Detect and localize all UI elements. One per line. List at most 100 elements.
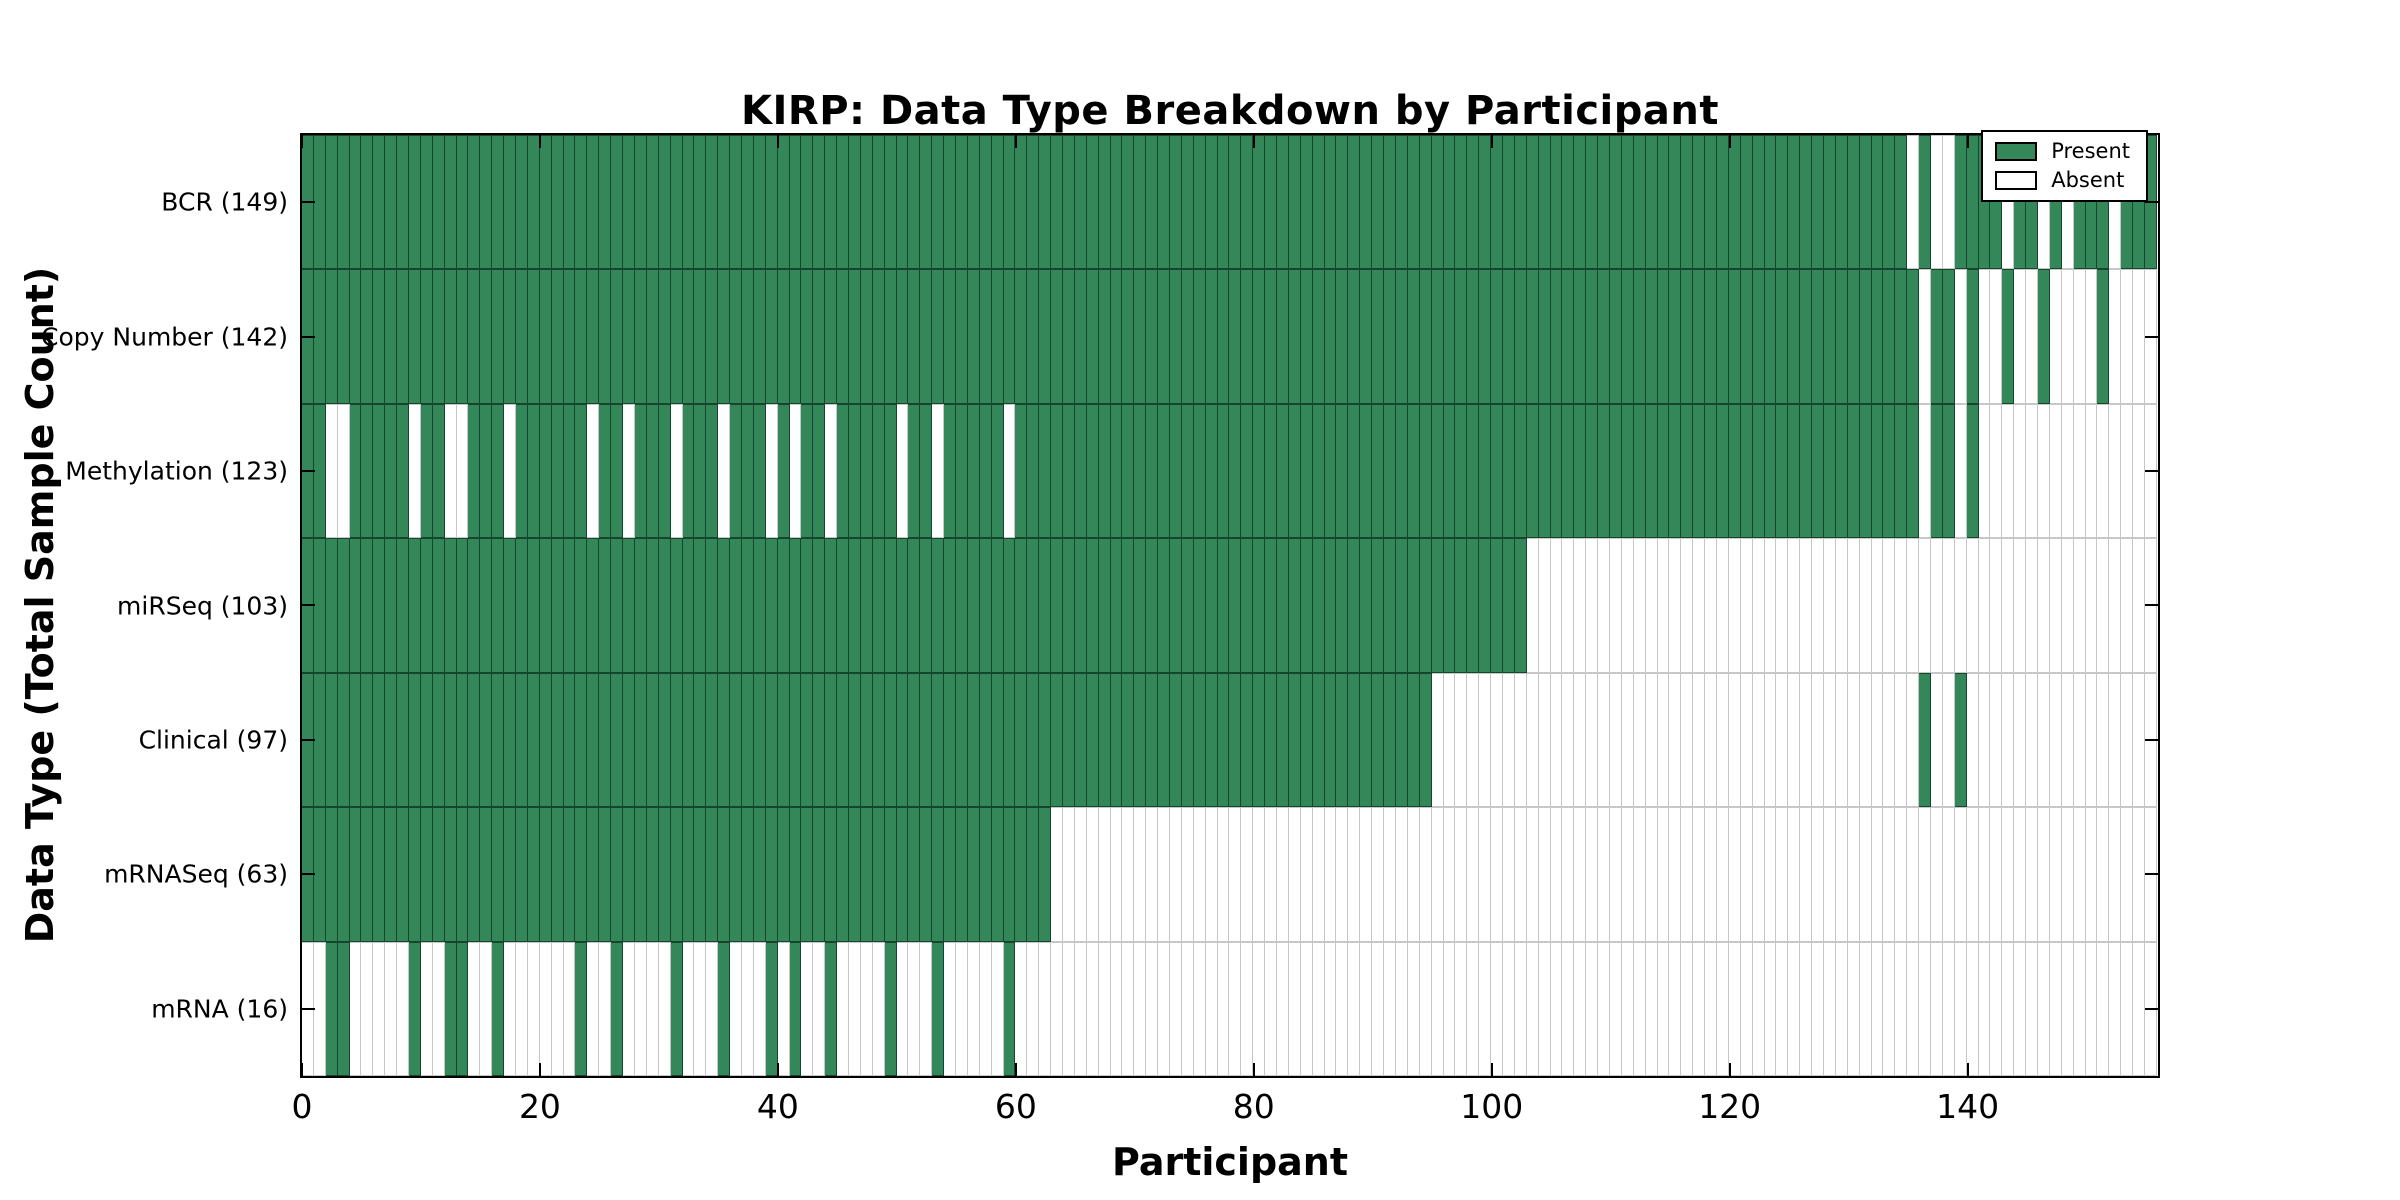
cell: [801, 269, 814, 404]
cell: [1015, 941, 1028, 1076]
cell: [979, 672, 992, 808]
cell: [2049, 807, 2062, 942]
cell: [2133, 538, 2146, 673]
cell: [349, 269, 362, 404]
cell: [1455, 807, 1468, 942]
cell: [765, 269, 778, 404]
cell: [1384, 403, 1396, 539]
cell: [2133, 269, 2146, 404]
cell: [468, 135, 481, 270]
cell: [860, 403, 873, 539]
cell: [730, 269, 742, 404]
cell: [1835, 403, 1848, 539]
cell: [1241, 538, 1254, 673]
cell: [420, 807, 433, 942]
cell: [1550, 538, 1563, 673]
cell: [884, 135, 897, 270]
x-tick-mark: [777, 1063, 779, 1076]
cell: [944, 538, 956, 673]
cell: [1491, 807, 1503, 942]
cell: [944, 135, 956, 270]
cell: [2014, 403, 2027, 539]
cell: [1324, 941, 1337, 1076]
cell: [2121, 941, 2134, 1076]
cell: [1193, 538, 1206, 673]
cell: [1633, 538, 1646, 673]
cell: [2038, 672, 2050, 808]
x-tick-mark: [539, 1063, 541, 1076]
cell: [1919, 538, 1932, 673]
cell: [2121, 269, 2134, 404]
cell: [813, 807, 826, 942]
cell: [599, 672, 612, 808]
cell: [587, 807, 600, 942]
cell: [2109, 269, 2122, 404]
cell: [872, 941, 885, 1076]
cell: [409, 672, 421, 808]
cell: [1526, 538, 1539, 673]
cell: [1253, 807, 1266, 942]
cell: [1990, 269, 2003, 404]
cell: [575, 403, 588, 539]
cell: [1859, 538, 1872, 673]
cell: [1776, 269, 1789, 404]
cell: [1146, 941, 1159, 1076]
cell: [2109, 403, 2122, 539]
cell: [1764, 538, 1777, 673]
cell: [1728, 135, 1741, 270]
cell: [623, 403, 635, 539]
cell: [741, 807, 754, 942]
cell: [1835, 941, 1848, 1076]
cell: [409, 538, 421, 673]
cell: [1942, 941, 1955, 1076]
cell: [1003, 269, 1016, 404]
cell: [1158, 269, 1171, 404]
cell: [480, 269, 493, 404]
cell: [2097, 269, 2110, 404]
cell: [1633, 269, 1646, 404]
cell: [1550, 403, 1563, 539]
cell: [1705, 269, 1717, 404]
cell: [1978, 941, 1991, 1076]
cell: [1395, 941, 1408, 1076]
cell: [1514, 941, 1527, 1076]
cell: [979, 403, 992, 539]
cell: [1835, 538, 1848, 673]
cell: [896, 672, 909, 808]
cell: [1812, 269, 1824, 404]
cell: [1205, 403, 1218, 539]
cell: [658, 807, 671, 942]
cell: [670, 538, 683, 673]
cell: [2133, 941, 2146, 1076]
cell: [2073, 672, 2086, 808]
x-tick-mark: [1253, 1063, 1255, 1076]
cell: [623, 135, 635, 270]
cell: [1728, 269, 1741, 404]
cell: [1740, 403, 1753, 539]
cell: [409, 807, 421, 942]
cell: [1407, 403, 1420, 539]
cell: [1277, 403, 1289, 539]
cell: [1847, 538, 1860, 673]
cell: [444, 672, 457, 808]
cell: [2097, 672, 2110, 808]
cell: [1407, 941, 1420, 1076]
cell: [1467, 941, 1480, 1076]
cell: [1562, 135, 1575, 270]
cell: [409, 403, 421, 539]
cell: [694, 403, 707, 539]
cell: [837, 538, 849, 673]
cell: [682, 403, 695, 539]
cell: [1598, 135, 1610, 270]
cell: [1752, 403, 1765, 539]
cell: [1229, 538, 1242, 673]
cell: [2049, 403, 2062, 539]
cell: [1491, 672, 1503, 808]
y-tick-label-miRSeq: miRSeq (103): [117, 591, 288, 620]
cell: [979, 269, 992, 404]
cell: [1586, 135, 1599, 270]
cell: [313, 807, 326, 942]
cell: [1919, 941, 1932, 1076]
cell: [492, 672, 505, 808]
cell: [527, 941, 540, 1076]
